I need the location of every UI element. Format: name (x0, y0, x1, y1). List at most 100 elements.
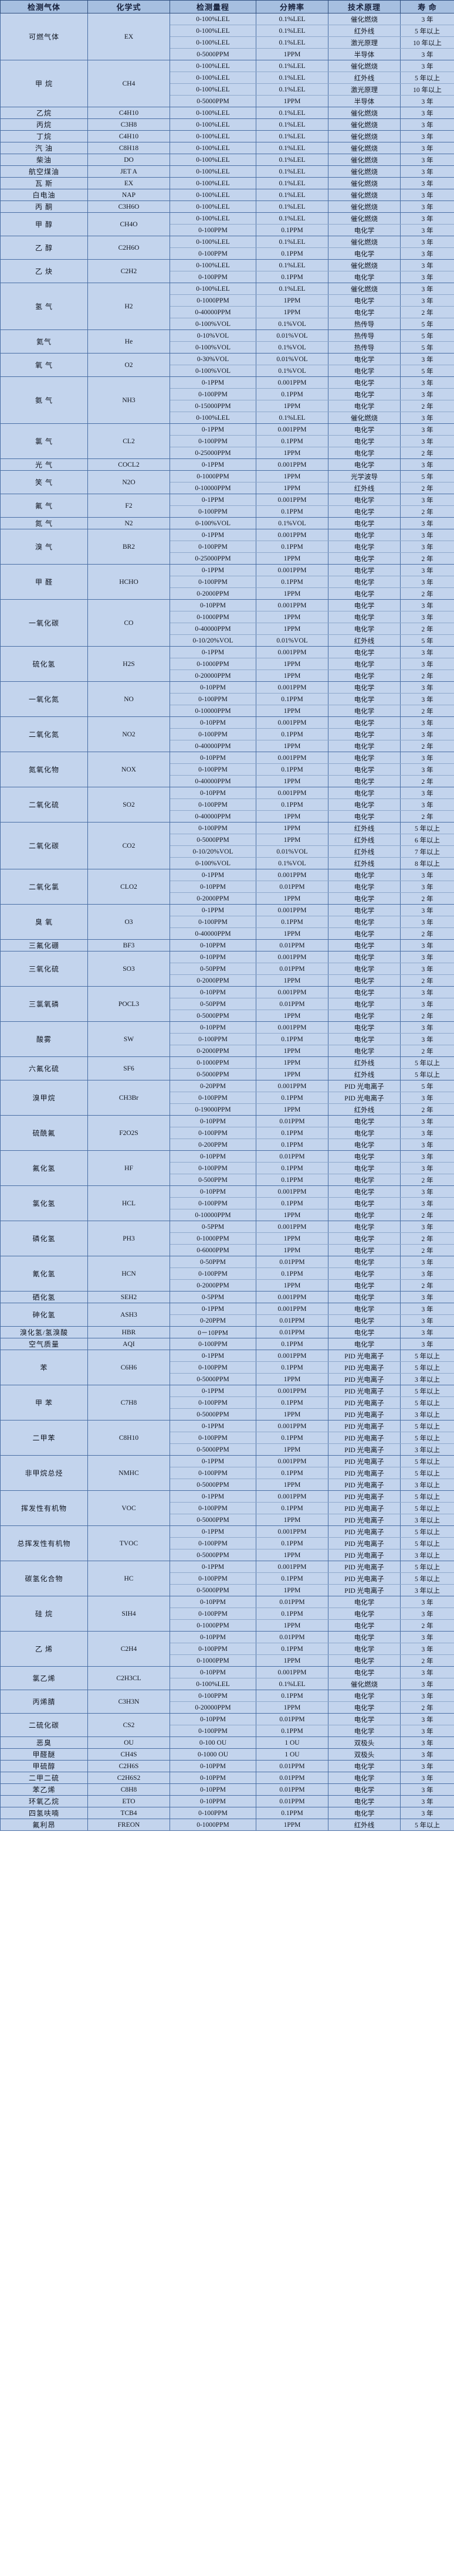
table-row: 臭 氧 O3 0-1PPM 0.001PPM 电化学 3 年 (0, 904, 454, 940)
cell-detection-range: 0-1PPM (170, 1303, 256, 1315)
table-row: 0-40000PPM 1PPM 电化学 2 年 (1, 927, 454, 940)
cell-detection-range: 0-100%LEL (170, 177, 256, 189)
cell-detection-range: 0-100%LEL (170, 107, 256, 119)
cell-technology: 催化燃烧 (328, 107, 401, 119)
cell-resolution: 1PPM (256, 611, 328, 623)
cell-lifetime: 5 年 (400, 365, 454, 377)
cell-resolution: 0.001PPM (256, 904, 328, 916)
cell-technology: 电化学 (328, 1115, 401, 1127)
cell-gas-name: 甲醛醚 (0, 1748, 88, 1761)
cell-technology: 电化学 (328, 1338, 401, 1350)
cell-chemical-formula: C2H4 (87, 1631, 170, 1667)
cell-detection-range: 0-100PPM (170, 271, 256, 283)
table-row: 0-40000PPM 1PPM 电化学 2 年 (1, 623, 454, 635)
cell-chemical-formula: H2 (87, 283, 170, 330)
cell-resolution: 0.1PPM (256, 1467, 328, 1479)
table-row: 0-100%VOL 0.1%VOL 红外线 8 年以上 (1, 857, 454, 869)
cell-technology: 催化燃烧 (328, 283, 401, 295)
cell-lifetime: 8 年以上 (400, 857, 454, 869)
cell-detection-range: 0-10PPM (170, 1596, 256, 1608)
cell-detection-range: 0-5000PPM (170, 834, 256, 846)
cell-chemical-formula: F2 (87, 494, 170, 518)
cell-lifetime: 5 年以上 (400, 1385, 454, 1397)
cell-technology: 电化学 (328, 1021, 401, 1034)
cell-gas-name: 硅 烷 (0, 1596, 88, 1632)
cell-lifetime: 3 年 (400, 95, 454, 107)
cell-technology: PID 光电离子 (328, 1361, 401, 1374)
cell-gas-name: 二氧化碳 (0, 822, 88, 869)
cell-technology: 电化学 (328, 1326, 401, 1338)
cell-resolution: 0.1%VOL (256, 517, 328, 529)
cell-chemical-formula: HCN (87, 1256, 170, 1292)
cell-resolution: 1PPM (256, 1819, 328, 1831)
cell-resolution: 0.1PPM (256, 247, 328, 260)
cell-resolution: 1PPM (256, 1279, 328, 1292)
cell-technology: 电化学 (328, 376, 401, 389)
cell-resolution: 0.01PPM (256, 939, 328, 951)
cell-resolution: 0.001PPM (256, 1561, 328, 1573)
table-row: 0-1000PPM 1PPM 电化学 2 年 (1, 1232, 454, 1245)
cell-resolution: 0.001PPM (256, 494, 328, 506)
col-header-resolution: 分辨率 (256, 0, 328, 13)
cell-technology: 电化学 (328, 552, 401, 565)
cell-technology: 电化学 (328, 564, 401, 576)
cell-detection-range: 0-25000PPM (170, 552, 256, 565)
cell-resolution: 0.001PPM (256, 787, 328, 799)
table-row: 0-100PPM 0.1PPM PID 光电离子 5 年以上 (1, 1467, 454, 1479)
cell-lifetime: 3 年 (400, 904, 454, 916)
cell-resolution: 0.01%VOL (256, 329, 328, 342)
table-row: 0-100PPM 0.1PPM 电化学 3 年 (1, 435, 454, 447)
cell-technology: 电化学 (328, 1690, 401, 1702)
cell-technology: 电化学 (328, 1221, 401, 1233)
cell-chemical-formula: CH3Br (87, 1080, 170, 1116)
cell-lifetime: 3 年 (400, 541, 454, 553)
cell-gas-name: 二硫化碳 (0, 1713, 88, 1737)
cell-technology: 电化学 (328, 458, 401, 471)
table-row: 酸雾 SW 0-10PPM 0.001PPM 电化学 3 年 (0, 1021, 454, 1057)
table-row: 硫化氢 H2S 0-1PPM 0.001PPM 电化学 3 年 (0, 646, 454, 682)
cell-detection-range: 0-1PPM (170, 376, 256, 389)
table-row: 0-40000PPM 1PPM 电化学 2 年 (1, 306, 454, 318)
cell-chemical-formula: HC (87, 1561, 170, 1596)
cell-lifetime: 3 年 (400, 1608, 454, 1620)
cell-gas-name: 氟化氢 (0, 1150, 88, 1186)
cell-technology: 电化学 (328, 1185, 401, 1198)
cell-resolution: 0.1%LEL (256, 212, 328, 225)
table-row: 硒化氢 SEH2 0-5PPM 0.001PPM 电化学 3 年 (0, 1291, 454, 1303)
cell-detection-range: 0-100PPM (170, 1432, 256, 1444)
cell-lifetime: 2 年 (400, 974, 454, 987)
cell-technology: 电化学 (328, 294, 401, 307)
cell-lifetime: 5 年 (400, 329, 454, 342)
cell-detection-range: 0-10000PPM (170, 705, 256, 717)
table-row: 非甲烷总烃 NMHC 0-1PPM 0.001PPM PID 光电离子 5 年以上 (0, 1455, 454, 1491)
cell-chemical-formula: CH4O (87, 212, 170, 236)
cell-lifetime: 10 年以上 (400, 36, 454, 49)
cell-chemical-formula: C7H8 (87, 1385, 170, 1420)
col-header-gas: 检测气体 (0, 0, 88, 13)
cell-gas-name: 苯 (0, 1350, 88, 1385)
cell-resolution: 1PPM (256, 1045, 328, 1057)
cell-technology: 热传导 (328, 341, 401, 354)
cell-technology: 电化学 (328, 517, 401, 529)
cell-detection-range: 0-10PPM (170, 681, 256, 694)
cell-resolution: 1 OU (256, 1748, 328, 1761)
cell-lifetime: 3 年 (400, 963, 454, 975)
cell-lifetime: 2 年 (400, 505, 454, 518)
cell-chemical-formula: O2 (87, 353, 170, 377)
table-row: 氟利昂 FREON 0-1000PPM 1PPM 红外线 5 年以上 (0, 1819, 454, 1831)
cell-gas-name: 柴油 (0, 154, 88, 166)
cell-technology: PID 光电离子 (328, 1373, 401, 1385)
table-row: 0-100PPM 0.1PPM 电化学 3 年 (1, 576, 454, 588)
cell-chemical-formula: AQI (87, 1338, 170, 1350)
table-row: 柴油 DO 0-100%LEL 0.1%LEL 催化燃烧 3 年 (0, 154, 454, 166)
cell-lifetime: 3 年 (400, 1631, 454, 1643)
cell-chemical-formula: POCL3 (87, 986, 170, 1022)
cell-technology: 催化燃烧 (328, 60, 401, 72)
cell-lifetime: 7 年以上 (400, 845, 454, 858)
cell-lifetime: 5 年以上 (400, 1068, 454, 1080)
cell-resolution: 0.01PPM (256, 1631, 328, 1643)
cell-lifetime: 3 年 (400, 576, 454, 588)
cell-chemical-formula: CO2 (87, 822, 170, 869)
cell-technology: 双极头 (328, 1736, 401, 1749)
cell-chemical-formula: NAP (87, 189, 170, 201)
